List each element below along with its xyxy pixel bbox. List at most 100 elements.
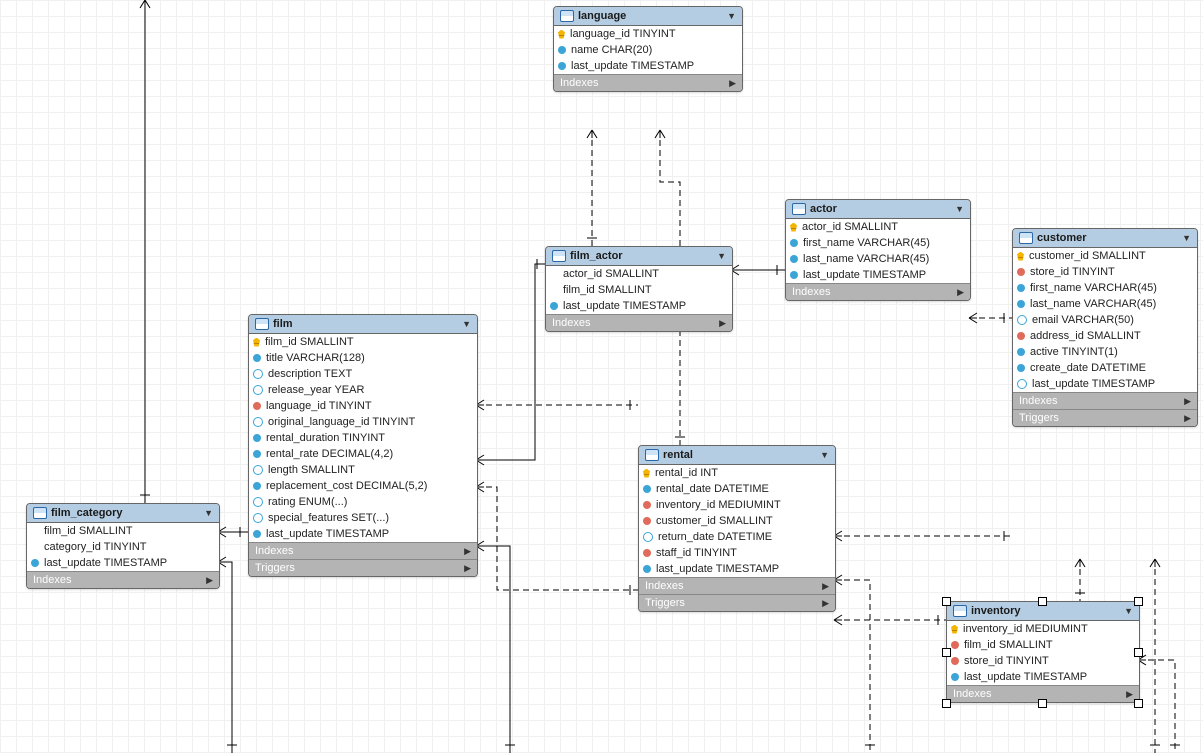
column-row[interactable]: name CHAR(20) (554, 42, 742, 58)
column-row[interactable]: return_date DATETIME (639, 529, 835, 545)
entity-actor[interactable]: actor▼actor_id SMALLINTfirst_name VARCHA… (785, 199, 971, 301)
column-row[interactable]: film_id SMALLINT (546, 282, 732, 298)
column-row[interactable]: last_update TIMESTAMP (27, 555, 219, 571)
column-row[interactable]: active TINYINT(1) (1013, 344, 1197, 360)
entity-header[interactable]: film_actor▼ (546, 247, 732, 266)
section-indexes[interactable]: Indexes▶ (546, 314, 732, 331)
expand-icon[interactable]: ▶ (1126, 689, 1133, 700)
column-row[interactable]: film_id SMALLINT (249, 334, 477, 350)
entity-rental[interactable]: rental▼rental_id INTrental_date DATETIME… (638, 445, 836, 612)
column-row[interactable]: last_name VARCHAR(45) (786, 251, 970, 267)
column-row[interactable]: store_id TINYINT (947, 653, 1139, 669)
column-row[interactable]: last_update TIMESTAMP (786, 267, 970, 283)
entity-header[interactable]: customer▼ (1013, 229, 1197, 248)
diagram-canvas[interactable]: language▼language_id TINYINTname CHAR(20… (0, 0, 1203, 753)
collapse-icon[interactable]: ▼ (955, 204, 964, 214)
selection-handle[interactable] (1134, 597, 1143, 606)
collapse-icon[interactable]: ▼ (727, 11, 736, 21)
expand-icon[interactable]: ▶ (822, 581, 829, 592)
section-triggers[interactable]: Triggers▶ (1013, 409, 1197, 426)
column-row[interactable]: inventory_id MEDIUMINT (947, 621, 1139, 637)
entity-film_actor[interactable]: film_actor▼actor_id SMALLINTfilm_id SMAL… (545, 246, 733, 332)
selection-handle[interactable] (942, 597, 951, 606)
collapse-icon[interactable]: ▼ (717, 251, 726, 261)
entity-header[interactable]: actor▼ (786, 200, 970, 219)
selection-handle[interactable] (1134, 699, 1143, 708)
column-row[interactable]: length SMALLINT (249, 462, 477, 478)
selection-handle[interactable] (942, 699, 951, 708)
column-row[interactable]: last_update TIMESTAMP (546, 298, 732, 314)
expand-icon[interactable]: ▶ (1184, 396, 1191, 407)
column-row[interactable]: address_id SMALLINT (1013, 328, 1197, 344)
entity-film_category[interactable]: film_category▼film_id SMALLINTcategory_i… (26, 503, 220, 589)
column-row[interactable]: category_id TINYINT (27, 539, 219, 555)
selection-handle[interactable] (1038, 597, 1047, 606)
column-row[interactable]: language_id TINYINT (249, 398, 477, 414)
column-row[interactable]: last_update TIMESTAMP (947, 669, 1139, 685)
collapse-icon[interactable]: ▼ (204, 508, 213, 518)
entity-header[interactable]: rental▼ (639, 446, 835, 465)
column-row[interactable]: inventory_id MEDIUMINT (639, 497, 835, 513)
expand-icon[interactable]: ▶ (822, 598, 829, 609)
column-row[interactable]: actor_id SMALLINT (546, 266, 732, 282)
column-row[interactable]: last_update TIMESTAMP (249, 526, 477, 542)
column-row[interactable]: rental_id INT (639, 465, 835, 481)
column-row[interactable]: store_id TINYINT (1013, 264, 1197, 280)
collapse-icon[interactable]: ▼ (820, 450, 829, 460)
entity-customer[interactable]: customer▼customer_id SMALLINTstore_id TI… (1012, 228, 1198, 427)
column-row[interactable]: customer_id SMALLINT (639, 513, 835, 529)
column-row[interactable]: rental_rate DECIMAL(4,2) (249, 446, 477, 462)
expand-icon[interactable]: ▶ (464, 546, 471, 557)
column-row[interactable]: last_update TIMESTAMP (554, 58, 742, 74)
column-row[interactable]: film_id SMALLINT (27, 523, 219, 539)
selection-handle[interactable] (1038, 699, 1047, 708)
entity-header[interactable]: film▼ (249, 315, 477, 334)
expand-icon[interactable]: ▶ (206, 575, 213, 586)
column-row[interactable]: replacement_cost DECIMAL(5,2) (249, 478, 477, 494)
entity-inventory[interactable]: inventory▼inventory_id MEDIUMINTfilm_id … (946, 601, 1140, 703)
column-row[interactable]: description TEXT (249, 366, 477, 382)
expand-icon[interactable]: ▶ (464, 563, 471, 574)
column-row[interactable]: original_language_id TINYINT (249, 414, 477, 430)
column-row[interactable]: actor_id SMALLINT (786, 219, 970, 235)
section-indexes[interactable]: Indexes▶ (786, 283, 970, 300)
expand-icon[interactable]: ▶ (719, 318, 726, 329)
selection-handle[interactable] (1134, 648, 1143, 657)
section-indexes[interactable]: Indexes▶ (249, 542, 477, 559)
collapse-icon[interactable]: ▼ (1182, 233, 1191, 243)
entity-language[interactable]: language▼language_id TINYINTname CHAR(20… (553, 6, 743, 92)
collapse-icon[interactable]: ▼ (462, 319, 471, 329)
column-row[interactable]: language_id TINYINT (554, 26, 742, 42)
column-row[interactable]: email VARCHAR(50) (1013, 312, 1197, 328)
column-row[interactable]: last_update TIMESTAMP (639, 561, 835, 577)
column-row[interactable]: rental_date DATETIME (639, 481, 835, 497)
column-row[interactable]: customer_id SMALLINT (1013, 248, 1197, 264)
expand-icon[interactable]: ▶ (729, 78, 736, 89)
section-triggers[interactable]: Triggers▶ (249, 559, 477, 576)
expand-icon[interactable]: ▶ (957, 287, 964, 298)
column-row[interactable]: title VARCHAR(128) (249, 350, 477, 366)
column-row[interactable]: first_name VARCHAR(45) (786, 235, 970, 251)
section-triggers[interactable]: Triggers▶ (639, 594, 835, 611)
column-row[interactable]: rating ENUM(...) (249, 494, 477, 510)
column-row[interactable]: last_update TIMESTAMP (1013, 376, 1197, 392)
expand-icon[interactable]: ▶ (1184, 413, 1191, 424)
column-row[interactable]: first_name VARCHAR(45) (1013, 280, 1197, 296)
selection-handle[interactable] (942, 648, 951, 657)
column-row[interactable]: staff_id TINYINT (639, 545, 835, 561)
section-indexes[interactable]: Indexes▶ (554, 74, 742, 91)
entity-header[interactable]: film_category▼ (27, 504, 219, 523)
column-row[interactable]: special_features SET(...) (249, 510, 477, 526)
column-row[interactable]: last_name VARCHAR(45) (1013, 296, 1197, 312)
section-indexes[interactable]: Indexes▶ (639, 577, 835, 594)
column-row[interactable]: rental_duration TINYINT (249, 430, 477, 446)
entity-header[interactable]: language▼ (554, 7, 742, 26)
column-row[interactable]: film_id SMALLINT (947, 637, 1139, 653)
collapse-icon[interactable]: ▼ (1124, 606, 1133, 616)
column-row[interactable]: create_date DATETIME (1013, 360, 1197, 376)
entity-film[interactable]: film▼film_id SMALLINTtitle VARCHAR(128)d… (248, 314, 478, 577)
section-indexes[interactable]: Indexes▶ (1013, 392, 1197, 409)
column-row[interactable]: release_year YEAR (249, 382, 477, 398)
section-indexes[interactable]: Indexes▶ (27, 571, 219, 588)
column-type-icon (253, 450, 261, 458)
